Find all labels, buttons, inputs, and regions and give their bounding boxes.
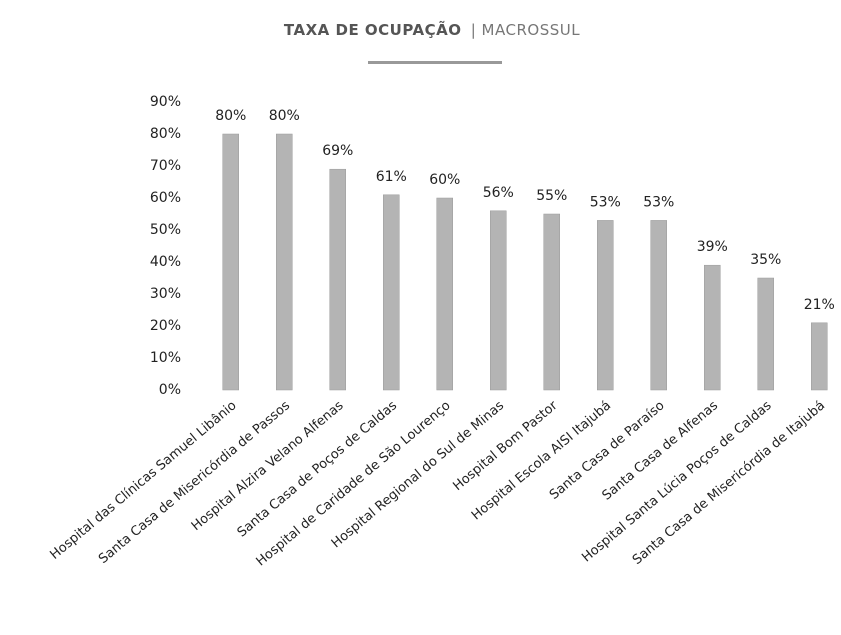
bar — [811, 322, 828, 391]
x-tick-label: Santa Casa de Misericórdia de Passos — [96, 398, 293, 567]
value-label: 60% — [429, 172, 460, 188]
y-tick-label: 40% — [150, 254, 181, 270]
value-label: 80% — [215, 108, 246, 124]
bar — [704, 264, 721, 391]
value-label: 53% — [643, 194, 674, 210]
bar — [597, 220, 614, 391]
y-tick-label: 60% — [150, 190, 181, 206]
chart-subtitle: | MACROSSUL — [471, 21, 580, 39]
y-tick-label: 50% — [150, 222, 181, 238]
chart-title: TAXA DE OCUPAÇÃO — [284, 20, 462, 39]
title-underline — [368, 61, 502, 64]
y-tick-label: 90% — [150, 94, 181, 110]
chart-title-group: TAXA DE OCUPAÇÃO | MACROSSUL — [284, 20, 580, 39]
y-tick-label: 30% — [150, 286, 181, 302]
bar — [436, 197, 453, 391]
x-tick-label: Hospital Bom Pastor — [450, 398, 561, 494]
y-tick-label: 20% — [150, 318, 181, 334]
bar — [329, 168, 346, 391]
value-label: 69% — [322, 143, 353, 159]
value-label: 61% — [376, 169, 407, 185]
y-tick-label: 80% — [150, 126, 181, 142]
x-tick-label: Santa Casa de Misericórdia de Itajubá — [630, 398, 828, 568]
x-tick-label: Hospital de Caridade de São Lourenço — [254, 398, 454, 569]
bar — [383, 194, 400, 391]
value-label: 80% — [269, 108, 300, 124]
value-label: 53% — [590, 194, 621, 210]
value-label: 55% — [536, 188, 567, 204]
value-label: 21% — [804, 297, 835, 313]
bar — [543, 213, 560, 391]
value-label: 35% — [750, 252, 781, 268]
x-tick-label: Hospital das Clínicas Samuel Libânio — [47, 398, 239, 563]
value-label: 39% — [697, 239, 728, 255]
bar — [490, 210, 507, 391]
bar — [276, 133, 293, 391]
value-label: 56% — [483, 185, 514, 201]
bar — [650, 220, 667, 391]
bar — [757, 277, 774, 391]
bar — [222, 133, 239, 391]
y-tick-label: 70% — [150, 158, 181, 174]
y-tick-label: 10% — [150, 350, 181, 366]
y-tick-label: 0% — [159, 382, 181, 398]
x-tick-label: Hospital Santa Lúcia Poços de Caldas — [579, 398, 774, 565]
